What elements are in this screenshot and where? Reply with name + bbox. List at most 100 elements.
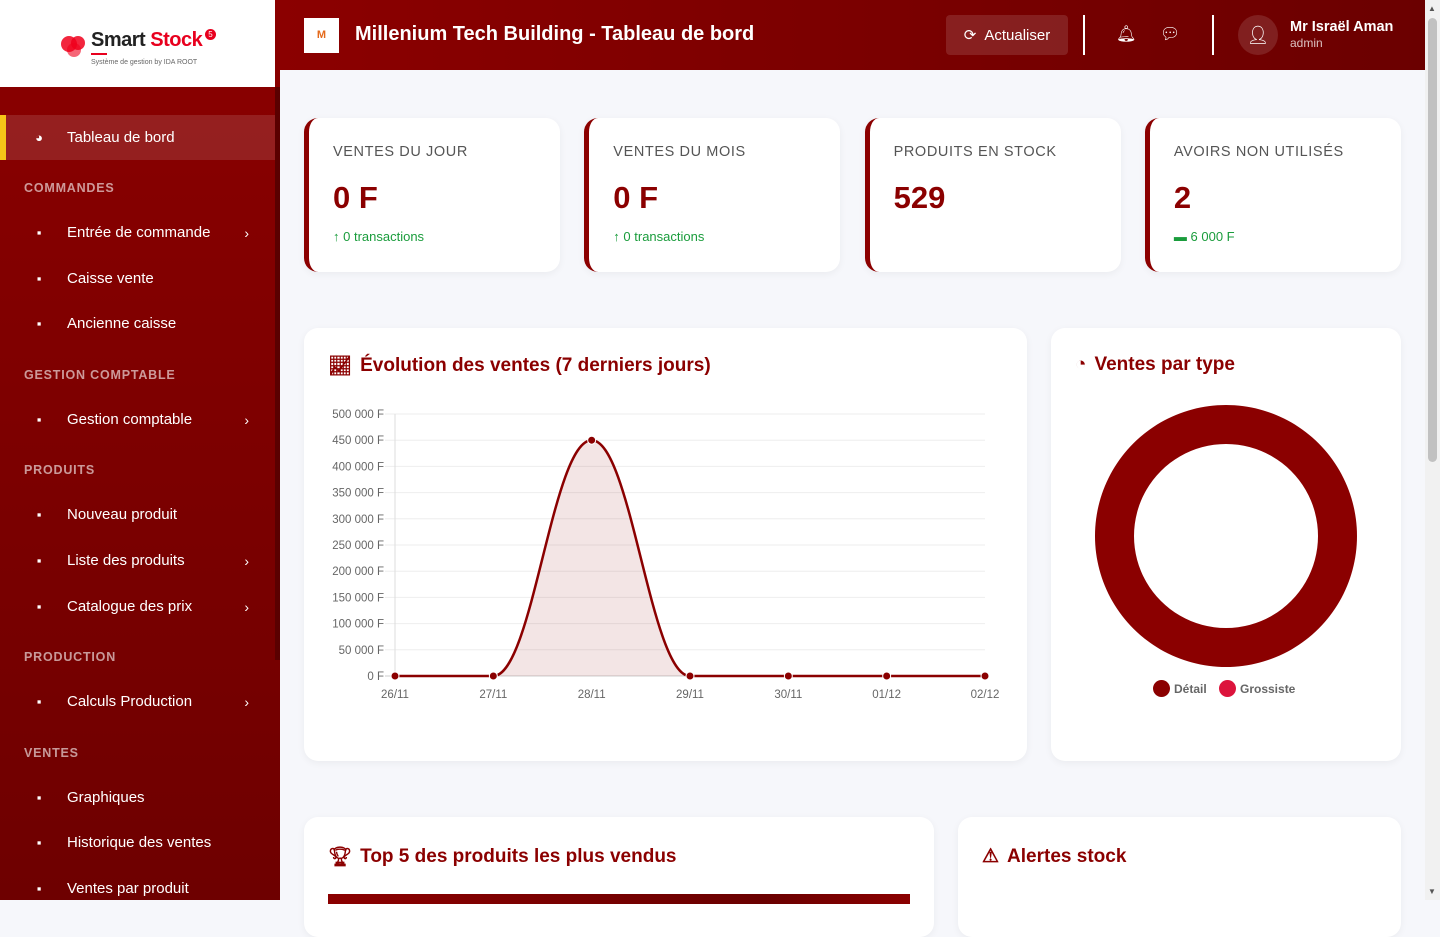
app-logo[interactable]: Smart Stock 5 Système de gestion by IDA … xyxy=(0,0,275,87)
stat-card: VENTES DU MOIS 0 F ↑ 0 transactions xyxy=(584,118,841,272)
sidebar-item[interactable]: ▪ Historique des ventes xyxy=(0,820,275,865)
company-logo: M xyxy=(304,18,339,53)
y-tick-label: 50 000 F xyxy=(339,645,384,657)
x-tick-label: 30/11 xyxy=(774,689,802,701)
sidebar-item-label: Nouveau produit xyxy=(67,506,178,523)
sidebar-item-label: Entrée de commande xyxy=(67,224,211,241)
data-point[interactable] xyxy=(685,671,695,681)
data-point[interactable] xyxy=(882,671,892,681)
x-tick-label: 28/11 xyxy=(578,689,606,701)
page-scrollbar[interactable]: ▲ ▼ xyxy=(1425,0,1440,900)
user-name[interactable]: Mr Israël Aman xyxy=(1290,19,1394,35)
sales-donut-chart xyxy=(1094,405,1357,667)
stock-alerts-card: ⚠ Alertes stock xyxy=(958,817,1401,937)
stat-card: PRODUITS EN STOCK 529 xyxy=(864,118,1121,272)
sidebar-item-label: Ventes par produit xyxy=(67,880,189,897)
receipt-icon: ▪ xyxy=(36,835,42,850)
sales-by-type-card: ◔ Ventes par type Détail Grossiste xyxy=(1051,328,1401,761)
sidebar-item[interactable]: ▪ Entrée de commande › xyxy=(0,210,275,255)
sidebar-item-label: Catalogue des prix xyxy=(67,598,193,615)
stat-footer: ▬ 6 000 F xyxy=(1173,229,1235,244)
bell-icon[interactable]: 🔔︎ xyxy=(1116,26,1137,43)
dashboard-icon: ◕ xyxy=(35,130,43,145)
user-avatar[interactable]: 👤︎ xyxy=(1238,15,1278,55)
refresh-button[interactable]: ⟳ Actualiser xyxy=(946,15,1068,55)
file-icon: ▪ xyxy=(36,225,42,240)
card-title: ◔ Ventes par type xyxy=(1075,354,1235,375)
sidebar-item-tableau-de-bord[interactable]: ◕ Tableau de bord xyxy=(0,115,275,160)
sidebar-item-label: Liste des produits xyxy=(67,552,185,569)
arrow-up-icon: ↑ xyxy=(613,229,620,244)
data-point[interactable] xyxy=(488,671,498,681)
table-header xyxy=(328,894,910,904)
data-point[interactable] xyxy=(587,435,597,445)
history-icon: ▪ xyxy=(36,316,42,331)
stat-value: 0 F xyxy=(333,180,378,215)
sidebar: Smart Stock 5 Système de gestion by IDA … xyxy=(0,0,280,900)
y-tick-label: 250 000 F xyxy=(332,540,384,552)
stat-card: VENTES DU JOUR 0 F ↑ 0 transactions xyxy=(304,118,560,272)
tags-icon: ▪ xyxy=(36,599,42,614)
card-title: ⚠ Alertes stock xyxy=(982,845,1127,868)
y-tick-label: 450 000 F xyxy=(332,435,384,447)
data-point[interactable] xyxy=(783,671,793,681)
stat-value: 2 xyxy=(1173,180,1192,215)
x-tick-label: 27/11 xyxy=(479,689,507,701)
y-tick-label: 500 000 F xyxy=(332,409,384,421)
stat-value: 529 xyxy=(893,180,946,215)
sidebar-item-label: Calculs Production xyxy=(67,693,193,710)
data-point[interactable] xyxy=(390,671,400,681)
calculator-icon: ▪ xyxy=(36,412,42,427)
area-fill xyxy=(395,440,985,676)
legend-item-grossiste[interactable]: Grossiste xyxy=(1219,680,1295,697)
y-tick-label: 200 000 F xyxy=(332,566,384,578)
page-title: Millenium Tech Building - Tableau de bor… xyxy=(355,23,755,45)
stat-label: VENTES DU MOIS xyxy=(613,144,746,160)
brand-badge: 5 xyxy=(205,29,216,40)
donut-slice-0[interactable] xyxy=(1094,405,1357,667)
sidebar-item[interactable]: ▪ Calculs Production › xyxy=(0,679,275,724)
chart-pie-icon: ◔ xyxy=(1075,354,1087,375)
legend-item-detail[interactable]: Détail xyxy=(1153,680,1207,697)
x-tick-label: 02/12 xyxy=(971,689,1000,701)
sales-evolution-card: 📈︎ Évolution des ventes (7 derniers jours… xyxy=(304,328,1027,761)
sidebar-item-label: Caisse vente xyxy=(67,270,154,287)
brand-name: Smart Stock xyxy=(91,29,203,51)
sidebar-item[interactable]: ▪ Caisse vente xyxy=(0,256,275,301)
sidebar-item-label: Ancienne caisse xyxy=(67,315,177,332)
card-title: 🏆︎ Top 5 des produits les plus vendus xyxy=(328,846,677,868)
sidebar-item[interactable]: ▪ Catalogue des prix › xyxy=(0,584,275,629)
trophy-icon: 🏆︎ xyxy=(328,847,353,868)
sidebar-item[interactable]: ▪ Liste des produits › xyxy=(0,538,275,583)
sidebar-item-label: Tableau de bord xyxy=(67,129,175,146)
chart-line-icon: ▪ xyxy=(36,790,42,805)
plus-circle-icon: ▪ xyxy=(36,507,42,522)
industry-icon: ▪ xyxy=(36,694,42,709)
x-tick-label: 01/12 xyxy=(872,689,901,701)
sales-line xyxy=(395,438,985,678)
sidebar-item[interactable]: ▪ Nouveau produit xyxy=(0,492,275,537)
sidebar-scrollbar[interactable] xyxy=(275,87,280,660)
chevron-right-icon: › xyxy=(244,224,249,241)
cash-register-icon: ▪ xyxy=(36,271,42,286)
sidebar-section-title: VENTES xyxy=(24,746,79,760)
brand-tagline: Système de gestion by IDA ROOT xyxy=(91,59,198,66)
sidebar-section-title: COMMANDES xyxy=(24,181,115,195)
y-tick-label: 150 000 F xyxy=(332,592,384,604)
boxes-icon: ▪ xyxy=(36,553,42,568)
x-tick-label: 29/11 xyxy=(676,689,704,701)
sidebar-item[interactable]: ▪ Ventes par produit xyxy=(0,866,275,911)
sidebar-item[interactable]: ▪ Gestion comptable › xyxy=(0,397,275,442)
stat-footer: ↑ 0 transactions xyxy=(613,229,705,244)
warning-icon: ⚠ xyxy=(982,846,1000,867)
sidebar-item-label: Gestion comptable xyxy=(67,411,193,428)
stat-label: AVOIRS NON UTILISÉS xyxy=(1173,144,1344,160)
sidebar-item[interactable]: ▪ Ancienne caisse xyxy=(0,301,275,346)
chat-icon[interactable]: 💬︎ xyxy=(1160,26,1181,43)
money-bill-icon: ▬ xyxy=(1173,229,1187,244)
sidebar-section-title: PRODUCTION xyxy=(24,650,117,664)
chevron-right-icon: › xyxy=(244,552,249,569)
x-tick-label: 26/11 xyxy=(381,689,409,701)
data-point[interactable] xyxy=(980,671,990,681)
sidebar-item[interactable]: ▪ Graphiques xyxy=(0,775,275,820)
